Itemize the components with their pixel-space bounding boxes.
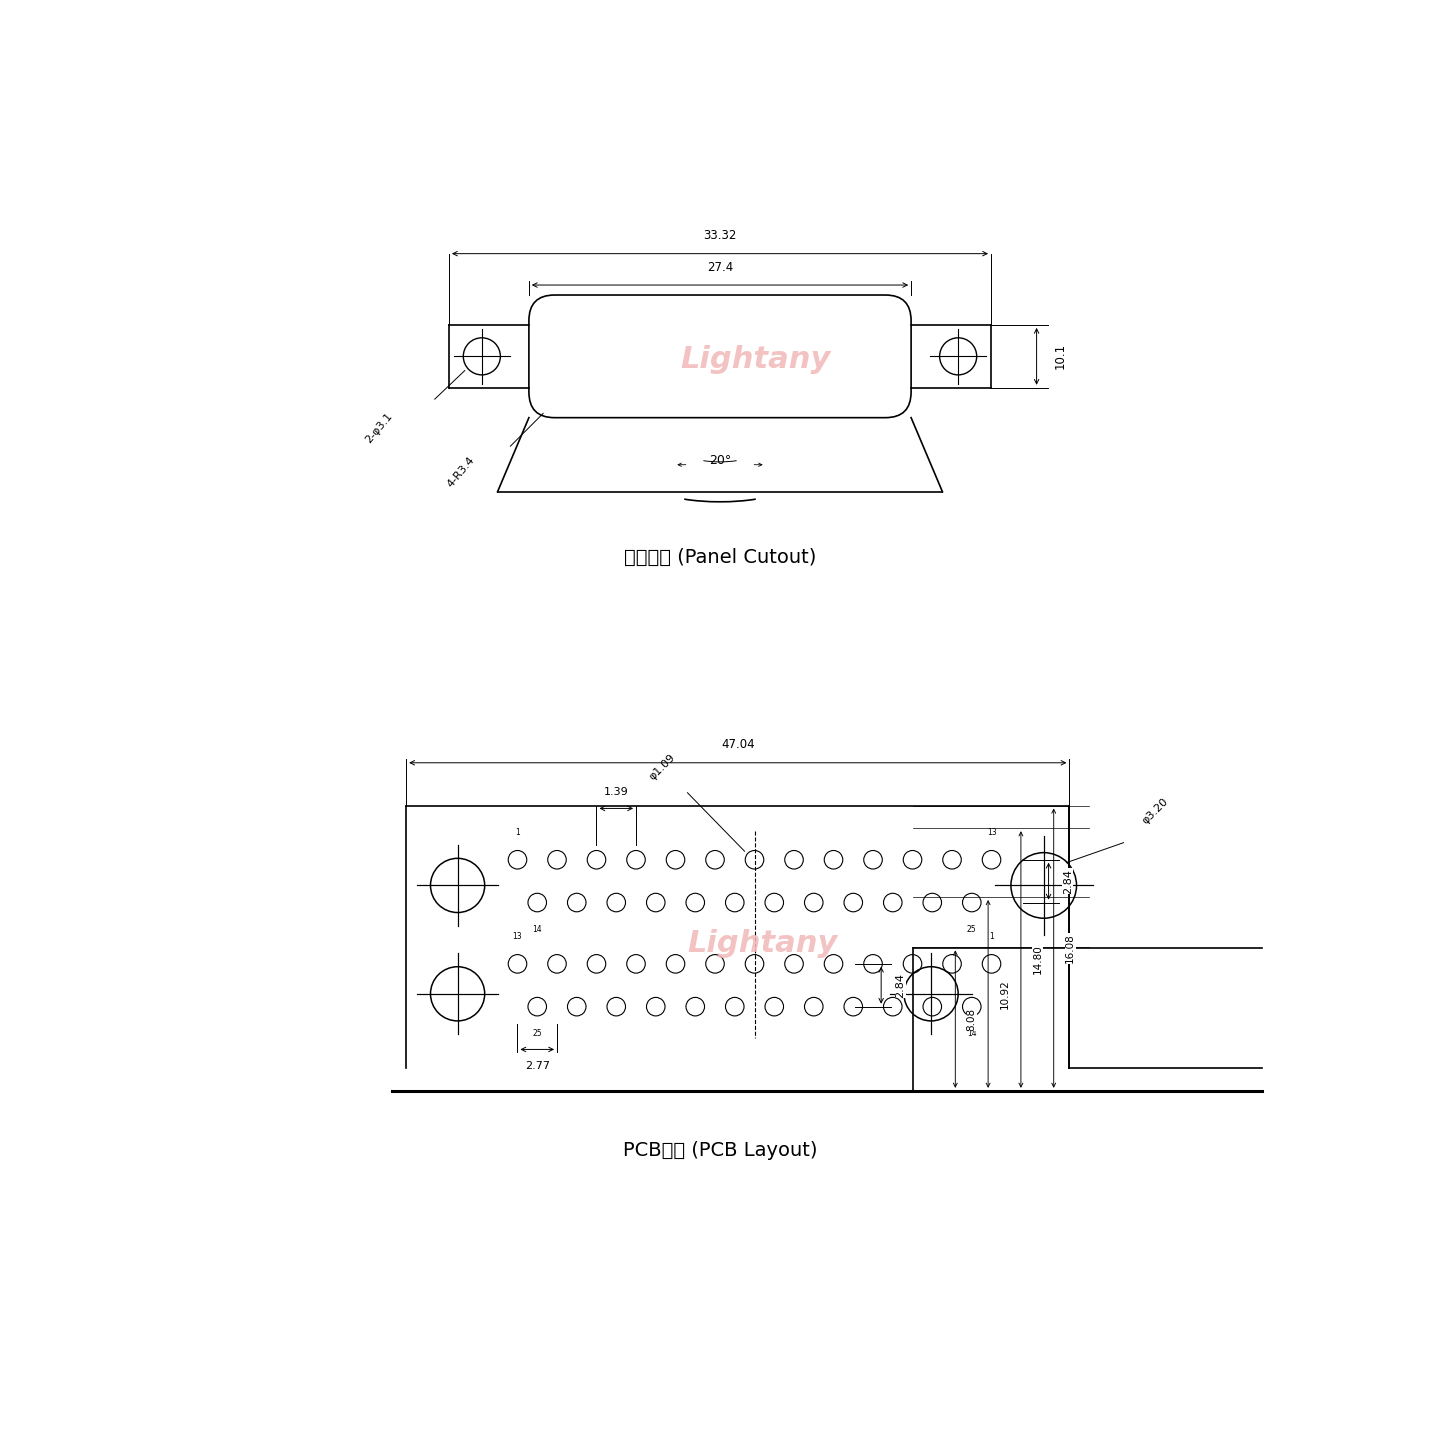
Text: 1: 1 xyxy=(989,932,994,942)
Text: 10.1: 10.1 xyxy=(1054,343,1067,370)
Text: PCB布局 (PCB Layout): PCB布局 (PCB Layout) xyxy=(622,1140,818,1161)
Text: 25: 25 xyxy=(968,926,976,935)
Text: 14.80: 14.80 xyxy=(1032,945,1043,975)
Text: 14: 14 xyxy=(533,926,541,935)
Text: 2-φ3.1: 2-φ3.1 xyxy=(364,410,395,445)
Text: 2.84: 2.84 xyxy=(896,973,906,998)
Text: Lightany: Lightany xyxy=(681,344,831,374)
Text: Lightany: Lightany xyxy=(687,929,838,959)
Text: 1: 1 xyxy=(516,828,520,837)
Text: 1.39: 1.39 xyxy=(603,788,629,796)
Text: 13: 13 xyxy=(986,828,996,837)
Text: 47.04: 47.04 xyxy=(721,739,755,752)
Text: 13: 13 xyxy=(513,932,523,942)
Text: 20°: 20° xyxy=(708,454,732,467)
Text: 33.32: 33.32 xyxy=(703,229,737,242)
Text: 面板开孔 (Panel Cutout): 面板开孔 (Panel Cutout) xyxy=(624,549,816,567)
Text: 2.77: 2.77 xyxy=(524,1061,550,1071)
Text: 14: 14 xyxy=(968,1030,976,1038)
Text: 25: 25 xyxy=(533,1030,541,1038)
Text: φ1.09: φ1.09 xyxy=(647,752,677,782)
Text: 10.92: 10.92 xyxy=(999,979,1009,1009)
Text: 2.84: 2.84 xyxy=(1063,868,1073,894)
Text: 27.4: 27.4 xyxy=(707,261,733,274)
Text: 16.08: 16.08 xyxy=(1066,933,1076,963)
Text: 8.08: 8.08 xyxy=(966,1008,976,1031)
Text: 4-R3.4: 4-R3.4 xyxy=(445,455,477,490)
Text: φ3.20: φ3.20 xyxy=(1140,796,1169,827)
